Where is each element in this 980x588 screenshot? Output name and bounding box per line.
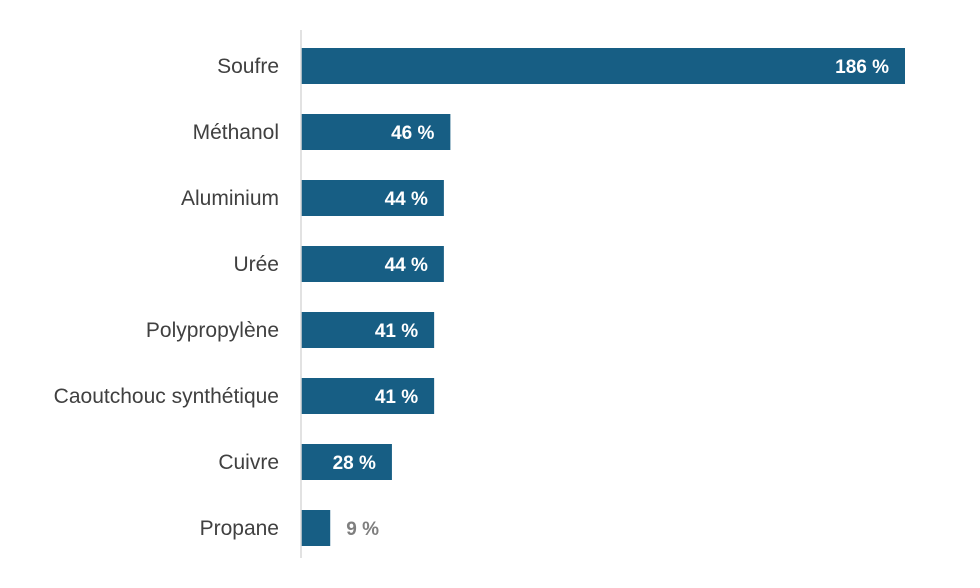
category-label: Urée: [233, 253, 279, 276]
bar-row: Aluminium 44 %: [181, 180, 444, 216]
category-label: Méthanol: [193, 121, 279, 144]
category-label: Polypropylène: [146, 319, 279, 342]
bar-row: Propane 9 %: [200, 510, 379, 546]
value-label: 44 %: [385, 255, 428, 276]
bar-row: Caoutchouc synthétique 41 %: [54, 378, 435, 414]
value-label: 41 %: [375, 387, 418, 408]
bar-row: Méthanol 46 %: [193, 114, 451, 150]
value-label: 186 %: [835, 57, 889, 78]
bar-row: Urée 44 %: [233, 246, 444, 282]
value-label: 28 %: [333, 453, 376, 474]
value-label: 44 %: [385, 189, 428, 210]
bar-row: Soufre 186 %: [217, 48, 905, 84]
category-label: Cuivre: [218, 451, 279, 474]
category-label: Propane: [200, 517, 279, 540]
bar-row: Polypropylène 41 %: [146, 312, 435, 348]
bar-row: Cuivre 28 %: [218, 444, 392, 480]
bar: [301, 510, 331, 546]
value-label: 46 %: [391, 123, 434, 144]
value-label: 9 %: [346, 519, 379, 540]
bar: [301, 246, 444, 282]
bar: [301, 48, 905, 84]
bar: [301, 114, 451, 150]
category-label: Caoutchouc synthétique: [54, 385, 279, 408]
category-label: Soufre: [217, 55, 279, 78]
value-label: 41 %: [375, 321, 418, 342]
bar: [301, 444, 392, 480]
bar: [301, 312, 435, 348]
bars-layer: Soufre 186 %Méthanol 46 %Aluminium 44 %Urée…: [54, 48, 905, 546]
bar: [301, 378, 435, 414]
bar: [301, 180, 444, 216]
category-label: Aluminium: [181, 187, 279, 210]
